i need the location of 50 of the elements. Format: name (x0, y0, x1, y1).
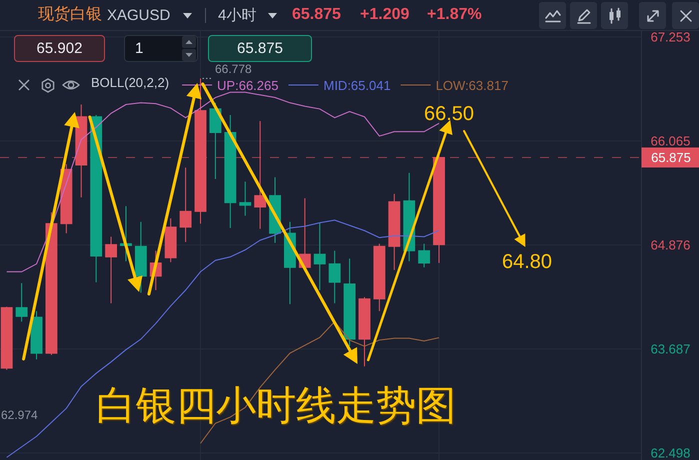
candlestick (105, 236, 117, 304)
legend-title: BOLL(20,2,2) (91, 74, 170, 90)
text: 4小时 (218, 7, 256, 24)
candlestick (358, 296, 370, 367)
y-tick-label: 64.876 (650, 238, 690, 253)
candlestick (209, 102, 222, 180)
annotation: 66.50 (424, 103, 474, 125)
candlestick (418, 243, 430, 268)
candlestick (239, 181, 252, 216)
candlestick (373, 243, 386, 312)
candlestick (30, 310, 42, 360)
legend-label: MID:65.041 (323, 78, 391, 94)
text: +1.209 (360, 6, 410, 23)
annotation: 65.902 (36, 40, 82, 57)
sell-button: 65.902 (14, 35, 105, 62)
candlestick (180, 167, 192, 242)
candlestick (254, 120, 266, 230)
candlestick (328, 250, 341, 304)
candlestick (75, 104, 88, 198)
quantity-field: 1 (124, 35, 198, 62)
y-tick-label: 63.687 (650, 342, 690, 357)
candlestick (120, 206, 132, 262)
candlestick (388, 193, 400, 271)
y-tick-label: 62.498 (650, 446, 690, 460)
candlestick (224, 114, 236, 228)
text: 64.80 (502, 251, 552, 273)
y-tick-label: 66.065 (650, 133, 690, 148)
text: 现货白银 (38, 6, 102, 23)
text: XAGUSD (107, 7, 170, 24)
y-tick-label: 67.253 (650, 29, 690, 44)
candlestick (45, 212, 58, 356)
text: +1.87% (427, 6, 482, 23)
candlestick (0, 306, 13, 370)
buy-button: 65.875 (208, 35, 312, 62)
annotation: 62.974 (1, 408, 38, 422)
candlestick (314, 222, 326, 291)
candlestick (433, 153, 445, 264)
text: 65.875 (292, 6, 341, 23)
series-label: UP:66.265 (217, 78, 278, 94)
candlestick (164, 218, 177, 263)
legend-label: LOW:63.817 (436, 78, 508, 94)
annotation: 66.778 (215, 62, 252, 76)
candlestick (16, 282, 28, 322)
ref-line-label: 65.875 (651, 150, 691, 165)
candlestick (90, 114, 102, 283)
annotation: 65.875 (237, 40, 283, 57)
candlestick (60, 164, 72, 234)
candlestick (344, 258, 356, 347)
candlestick (134, 221, 147, 294)
annotation: 1 (135, 40, 144, 57)
